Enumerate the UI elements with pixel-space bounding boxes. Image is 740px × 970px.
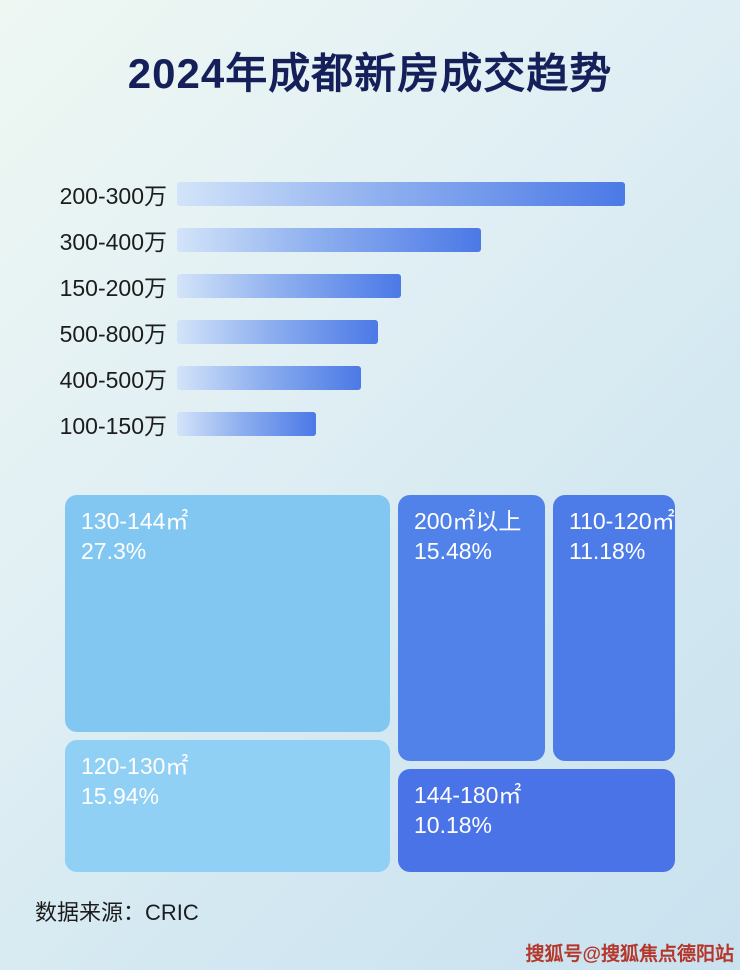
bar-row: 300-400万	[35, 217, 700, 263]
treemap-chart: 130-144㎡ 27.3% 200㎡以上 15.48% 110-120㎡ 11…	[65, 495, 675, 872]
bar-fill	[177, 366, 361, 390]
bar-category-label: 200-300万	[59, 183, 167, 209]
bar-category-label: 150-200万	[59, 275, 167, 301]
bar-track	[177, 320, 700, 344]
page-title: 2024年成都新房成交趋势	[127, 50, 613, 97]
data-source-label: 数据来源：CRIC	[35, 900, 199, 925]
bar-track	[177, 412, 700, 436]
bar-category-label: 500-800万	[59, 321, 167, 347]
treemap-block-value: 27.3%	[81, 537, 147, 564]
bar-category-label: 400-500万	[59, 367, 167, 393]
bar-track	[177, 228, 700, 252]
bar-track	[177, 366, 700, 390]
watermark-text: 搜狐号@搜狐焦点德阳站	[525, 944, 734, 965]
bar-chart: 200-300万 300-400万 150-200万 500-800万 400-500万…	[35, 171, 700, 447]
bar-row: 200-300万	[35, 171, 700, 217]
bar-fill	[177, 182, 625, 206]
treemap-block-value: 10.18%	[414, 811, 493, 838]
bar-row: 400-500万	[35, 355, 700, 401]
bar-category-label: 100-150万	[59, 413, 167, 439]
treemap-block-label: 130-144㎡	[81, 508, 189, 534]
treemap-block-value: 15.94%	[81, 782, 160, 809]
treemap-block-label: 144-180㎡	[414, 782, 522, 808]
bar-track	[177, 182, 700, 206]
bar-row: 150-200万	[35, 263, 700, 309]
treemap-block-label: 110-120㎡	[569, 508, 675, 534]
treemap-block-label: 200㎡以上	[414, 508, 522, 534]
treemap-block-110-120: 110-120㎡ 11.18%	[553, 495, 675, 761]
treemap-block-label: 120-130㎡	[81, 753, 189, 779]
treemap-block-144-180: 144-180㎡ 10.18%	[398, 769, 675, 872]
bar-category-label: 300-400万	[59, 229, 167, 255]
bar-fill	[177, 412, 316, 436]
treemap-block-120-130: 120-130㎡ 15.94%	[65, 740, 390, 872]
treemap-block-value: 15.48%	[414, 537, 493, 564]
bar-track	[177, 274, 700, 298]
bar-fill	[177, 320, 379, 344]
treemap-block-200-plus: 200㎡以上 15.48%	[398, 495, 545, 761]
bar-row: 100-150万	[35, 401, 700, 447]
treemap-block-value: 11.18%	[569, 537, 646, 564]
bar-row: 500-800万	[35, 309, 700, 355]
bar-fill	[177, 228, 482, 252]
bar-fill	[177, 274, 401, 298]
treemap-block-130-144: 130-144㎡ 27.3%	[65, 495, 390, 732]
